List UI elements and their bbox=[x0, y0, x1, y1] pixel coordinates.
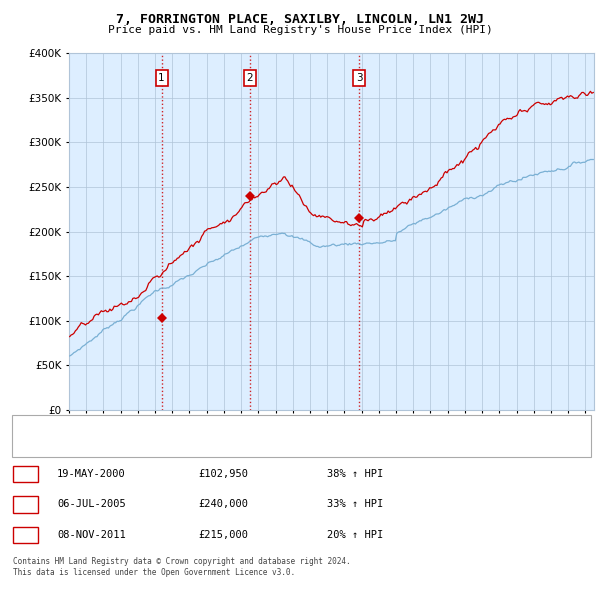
Text: 2: 2 bbox=[23, 500, 29, 509]
Text: Contains HM Land Registry data © Crown copyright and database right 2024.: Contains HM Land Registry data © Crown c… bbox=[13, 558, 351, 566]
Text: 19-MAY-2000: 19-MAY-2000 bbox=[57, 469, 126, 478]
Text: 3: 3 bbox=[356, 73, 362, 83]
Text: 06-JUL-2005: 06-JUL-2005 bbox=[57, 500, 126, 509]
Text: 7, FORRINGTON PLACE, SAXILBY, LINCOLN, LN1 2WJ: 7, FORRINGTON PLACE, SAXILBY, LINCOLN, L… bbox=[116, 13, 484, 26]
Text: This data is licensed under the Open Government Licence v3.0.: This data is licensed under the Open Gov… bbox=[13, 568, 295, 577]
Text: £215,000: £215,000 bbox=[198, 530, 248, 540]
Text: 20% ↑ HPI: 20% ↑ HPI bbox=[327, 530, 383, 540]
Text: £240,000: £240,000 bbox=[198, 500, 248, 509]
Text: 7, FORRINGTON PLACE, SAXILBY, LINCOLN, LN1 2WJ (detached house): 7, FORRINGTON PLACE, SAXILBY, LINCOLN, L… bbox=[41, 422, 403, 431]
Text: 33% ↑ HPI: 33% ↑ HPI bbox=[327, 500, 383, 509]
Text: £102,950: £102,950 bbox=[198, 469, 248, 478]
Text: 1: 1 bbox=[158, 73, 165, 83]
Text: Price paid vs. HM Land Registry's House Price Index (HPI): Price paid vs. HM Land Registry's House … bbox=[107, 25, 493, 35]
Text: —: — bbox=[21, 418, 31, 435]
Text: 08-NOV-2011: 08-NOV-2011 bbox=[57, 530, 126, 540]
Text: HPI: Average price, detached house, West Lindsey: HPI: Average price, detached house, West… bbox=[41, 442, 317, 451]
Text: 3: 3 bbox=[23, 530, 29, 540]
Text: 1: 1 bbox=[23, 469, 29, 478]
Text: —: — bbox=[21, 437, 31, 455]
Text: 38% ↑ HPI: 38% ↑ HPI bbox=[327, 469, 383, 478]
Text: 2: 2 bbox=[247, 73, 253, 83]
